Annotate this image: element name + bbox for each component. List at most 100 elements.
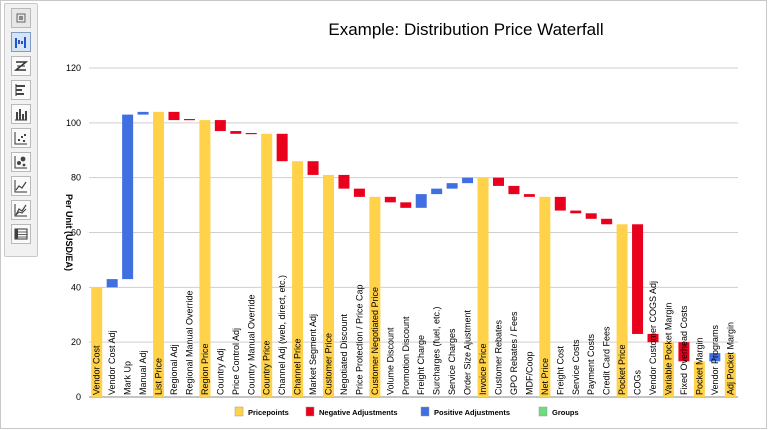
bar-pricepoint	[199, 120, 211, 397]
category-label: Regional Adj	[169, 344, 179, 395]
scatter-chart-button[interactable]	[11, 128, 31, 148]
category-label: Customer Price	[324, 333, 334, 395]
bar-pricepoint	[539, 196, 551, 397]
bar-negative	[585, 213, 597, 219]
bar-negative	[168, 111, 180, 121]
category-label: Promotion Discount	[401, 316, 411, 395]
legend-swatch	[538, 406, 548, 417]
horizontal-bar-icon	[15, 84, 25, 96]
line-chart-button[interactable]	[11, 176, 31, 196]
bar-negative	[400, 202, 412, 208]
category-label: Region Price	[200, 343, 210, 395]
category-label: Net Price	[540, 358, 550, 395]
legend-label: Negative Adjustments	[319, 408, 398, 417]
category-label: Freight Charge	[416, 335, 426, 395]
category-label: Order Size Ajustment	[463, 309, 473, 395]
legend-label: Pricepoints	[248, 408, 289, 417]
bar-negative	[601, 218, 613, 225]
category-label: Manual Adj	[138, 350, 148, 395]
category-label: MDF/Coop	[524, 351, 534, 395]
category-label: Pocket Margin	[694, 337, 704, 395]
category-label: Market Segment Adj	[308, 314, 318, 395]
category-label: Customer Rebates	[493, 319, 503, 395]
category-label: COGs	[633, 369, 643, 395]
category-label: Vendor Customer COGS Adj	[648, 281, 658, 395]
area-chart-button[interactable]	[11, 200, 31, 220]
y-tick-label: 120	[66, 63, 81, 73]
bubble-chart-button[interactable]	[11, 152, 31, 172]
category-label: Surcharges (fuel, etc.)	[432, 306, 442, 395]
bar-pricepoint	[369, 196, 381, 397]
category-label: Adj Pocket Margin	[725, 322, 735, 395]
bar-pricepoint	[153, 111, 165, 397]
bar-pricepoint	[477, 177, 489, 397]
bar-pricepoint	[292, 161, 304, 397]
bar-negative	[338, 174, 350, 189]
data-table-button[interactable]	[11, 224, 31, 244]
bar-positive	[709, 353, 721, 362]
bar-negative	[492, 177, 504, 186]
y-axis-label: Per Unit (USD/EA)	[64, 194, 74, 271]
y-tick-label: 0	[76, 392, 81, 402]
bar-positive	[137, 111, 149, 115]
y-tick-label: 40	[71, 282, 81, 292]
category-label: Mark Up	[123, 361, 133, 395]
category-label: Payment Costs	[586, 333, 596, 395]
bar-negative	[570, 210, 582, 214]
category-label: Service Charges	[447, 328, 457, 395]
legend-label: Groups	[552, 408, 579, 417]
bar-pricepoint	[693, 361, 705, 397]
y-tick-label: 100	[66, 118, 81, 128]
bar-negative	[554, 196, 566, 211]
panel-toggle-button[interactable]	[11, 8, 31, 28]
column-chart-icon	[15, 109, 27, 121]
bar-negative	[276, 133, 288, 162]
bar-positive	[446, 183, 458, 189]
bar-positive	[415, 194, 427, 208]
bar-positive	[122, 114, 134, 280]
category-label: List Price	[154, 358, 164, 395]
category-label: Price Control Adj	[231, 328, 241, 395]
legend-swatch	[305, 406, 315, 417]
bar-negative	[245, 132, 257, 135]
waterfall-chart: 0 20 40 60 80 100 120 Per Unit (USD/EA) Vendor C…	[64, 63, 738, 417]
chart-title: Example: Distribution Price Waterfall	[328, 20, 604, 39]
bar-positive	[431, 188, 443, 195]
category-label: Volume Discount	[385, 327, 395, 395]
legend-swatch	[420, 406, 430, 417]
category-label: Country Price	[262, 340, 272, 395]
z-chart-button[interactable]	[11, 56, 31, 76]
panel-toggle-icon	[16, 13, 26, 23]
z-chart-icon	[14, 61, 28, 71]
category-label: Country Adj	[215, 348, 225, 395]
y-tick-label: 20	[71, 337, 81, 347]
category-label: Customer Negotiated Price	[370, 287, 380, 395]
category-label: Price Protection / Price Cap	[354, 284, 364, 395]
bar-negative	[384, 196, 396, 203]
waterfall-chart-button[interactable]	[11, 32, 31, 52]
bar-negative	[523, 194, 535, 197]
bar-negative	[214, 120, 226, 132]
bar-positive	[106, 279, 118, 288]
category-label: Regional Manual Override	[184, 290, 194, 395]
horizontal-bar-button[interactable]	[11, 80, 31, 100]
scatter-chart-icon	[14, 132, 27, 145]
column-chart-button[interactable]	[11, 104, 31, 124]
category-label: Service Costs	[571, 339, 581, 395]
legend-label: Positive Adjustments	[434, 408, 510, 417]
area-chart-icon	[14, 204, 27, 217]
bar-negative	[647, 333, 659, 343]
category-label: Variable Pocket Margin	[663, 303, 673, 395]
chart-type-toolbar	[4, 3, 38, 257]
legend-swatch	[234, 406, 244, 417]
y-tick-label: 80	[71, 173, 81, 183]
category-label: Freight Cost	[555, 345, 565, 395]
chart-area: Example: Distribution Price Waterfall 0 2…	[40, 0, 768, 430]
waterfall-chart-icon	[15, 37, 26, 48]
category-label: Channel Price	[293, 338, 303, 395]
bar-negative	[678, 342, 690, 362]
data-table-icon	[14, 228, 28, 240]
category-label: Fixed Overhead Costs	[679, 305, 689, 395]
bar-negative	[230, 131, 242, 134]
y-tick-label: 60	[71, 228, 81, 238]
